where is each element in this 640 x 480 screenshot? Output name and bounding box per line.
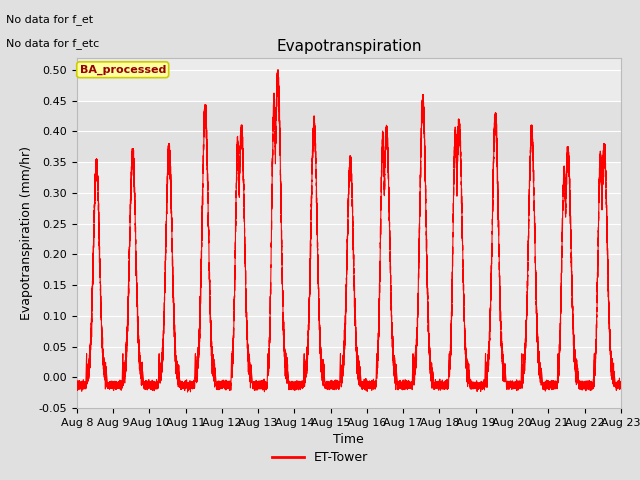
- Text: BA_processed: BA_processed: [79, 65, 166, 75]
- Y-axis label: Evapotranspiration (mm/hr): Evapotranspiration (mm/hr): [20, 146, 33, 320]
- Text: No data for f_et: No data for f_et: [6, 14, 93, 25]
- Text: No data for f_etc: No data for f_etc: [6, 38, 100, 49]
- Legend: ET-Tower: ET-Tower: [268, 446, 372, 469]
- Title: Evapotranspiration: Evapotranspiration: [276, 39, 422, 54]
- Bar: [77, 101, 621, 162]
- X-axis label: Time: Time: [333, 433, 364, 446]
